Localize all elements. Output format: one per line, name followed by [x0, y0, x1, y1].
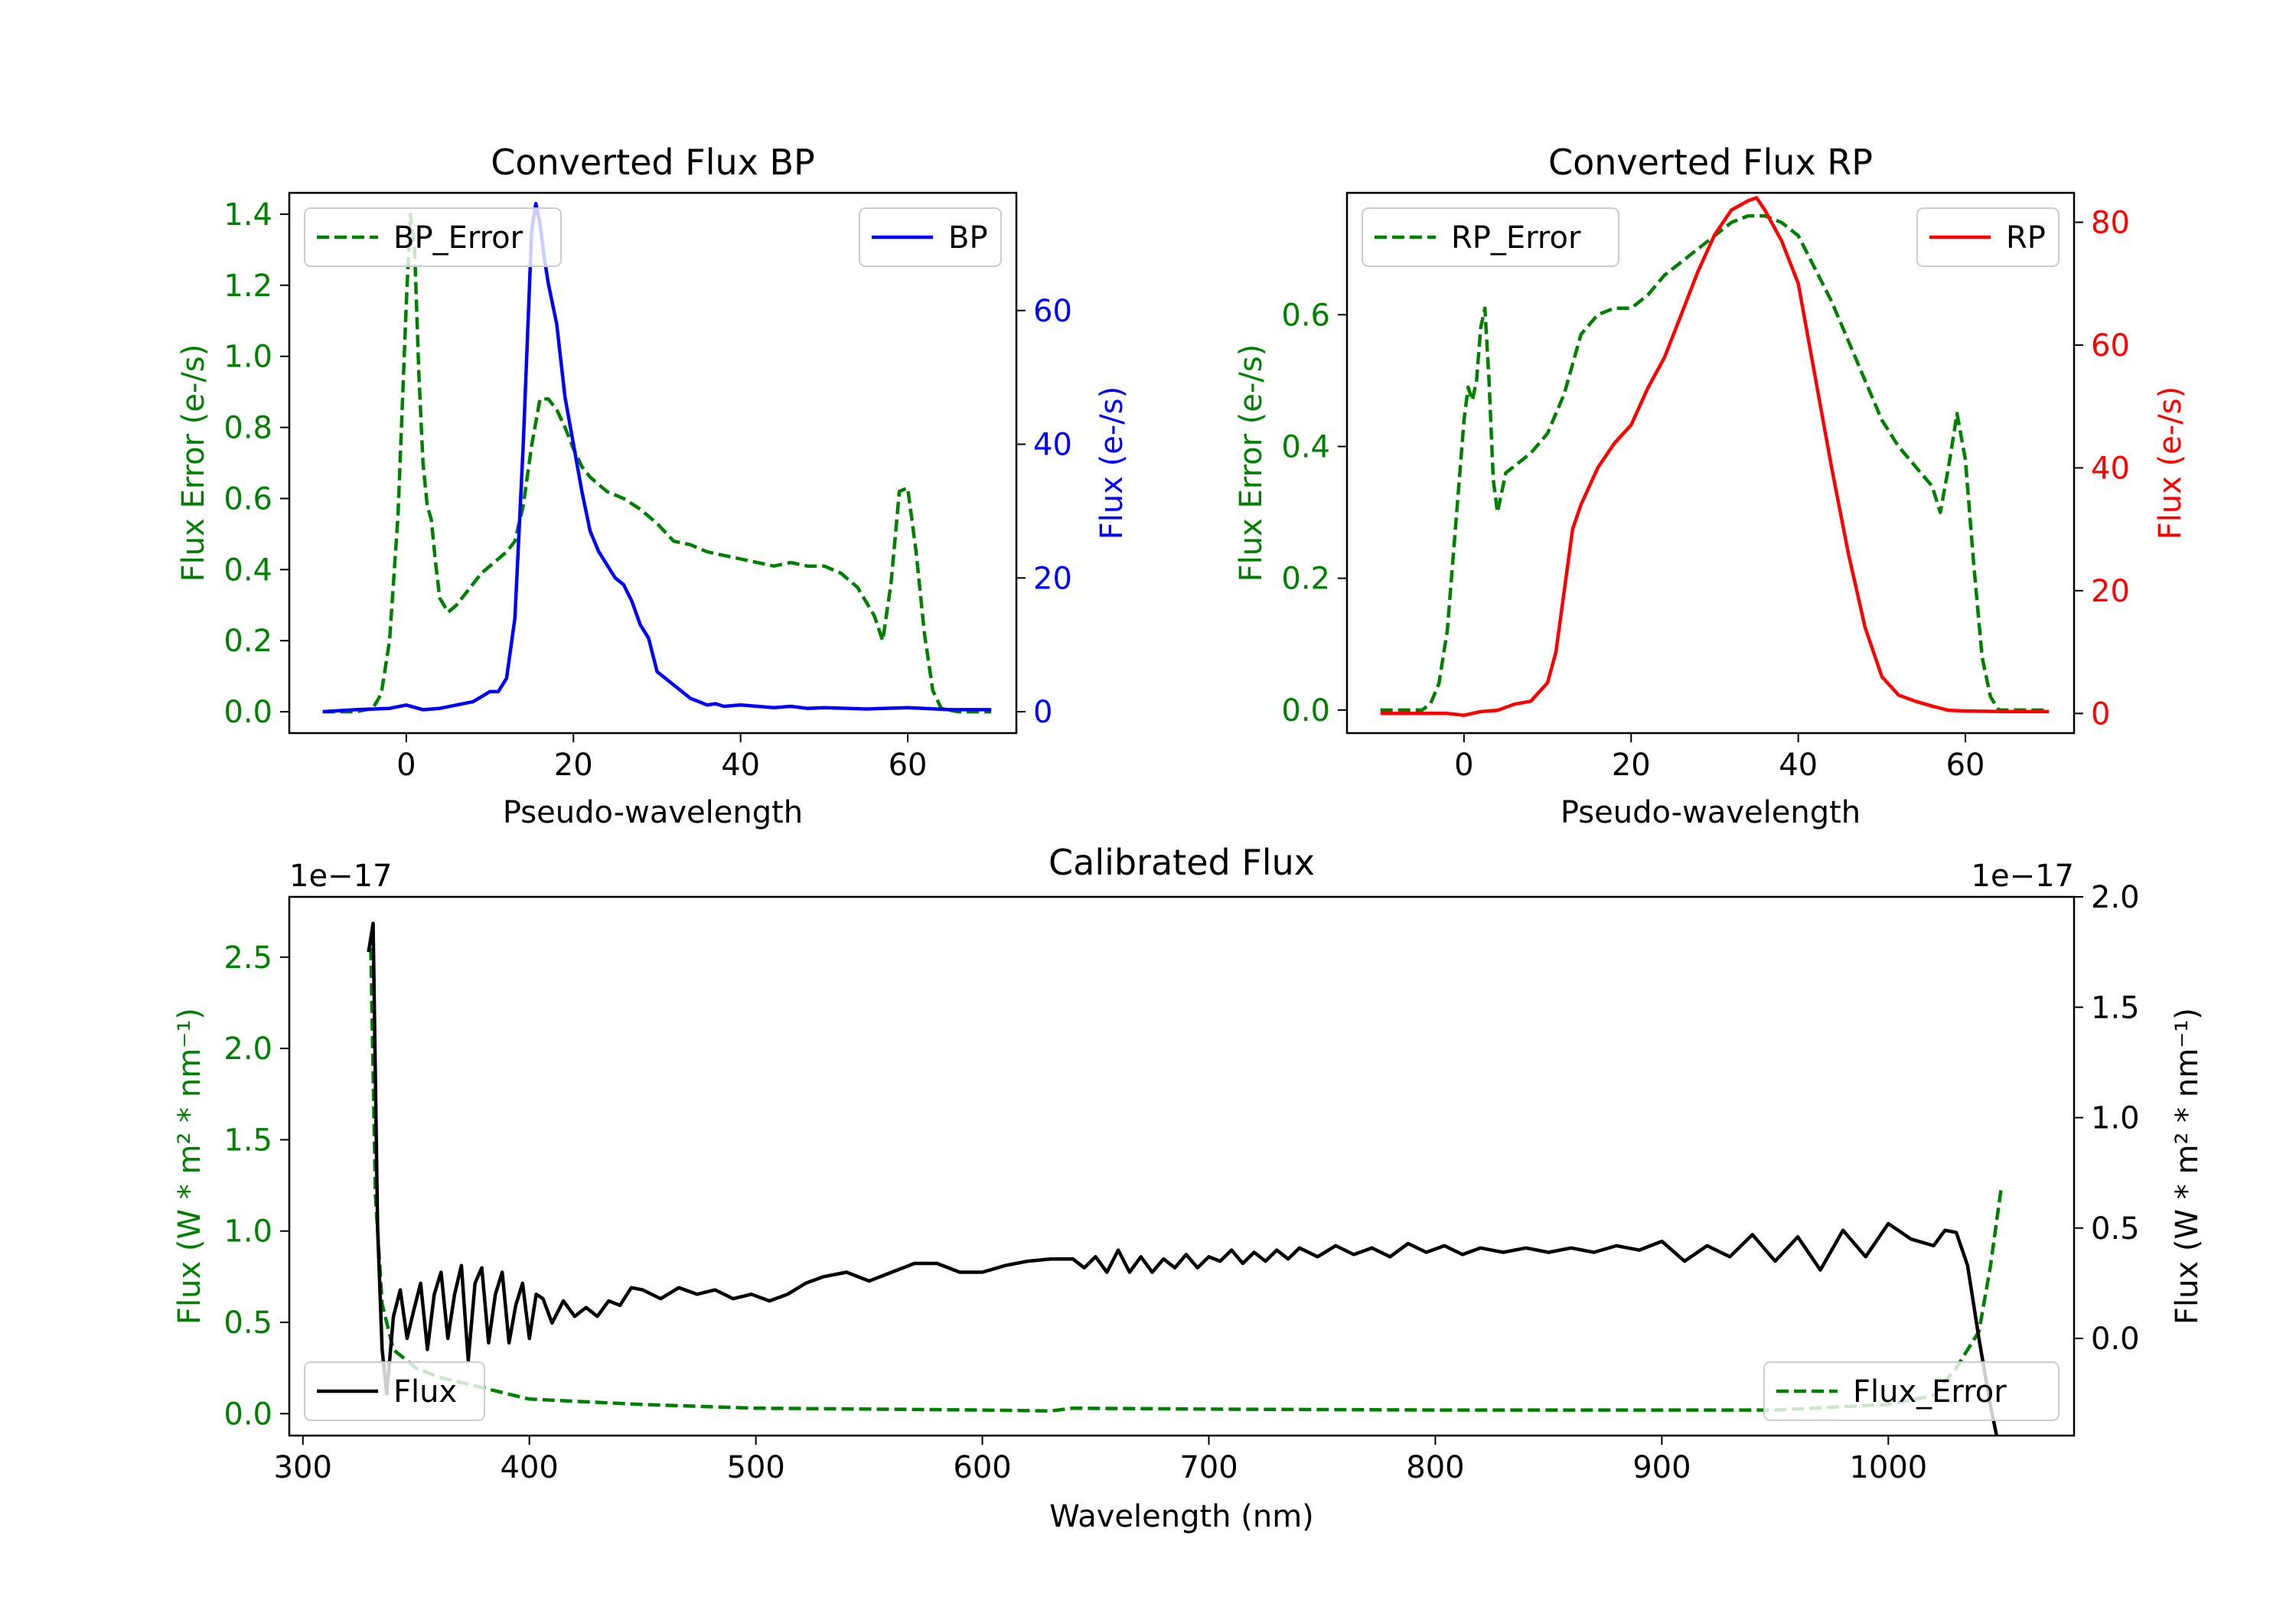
rp-ytick-left-label: 0.4	[1281, 429, 1330, 464]
rp-xtick-label: 20	[1612, 748, 1651, 783]
bp-ytick-right-label: 0	[1033, 695, 1052, 730]
rp-ylabel-left: Flux Error (e-/s)	[1234, 344, 1269, 582]
rp-xlabel: Pseudo-wavelength	[1561, 795, 1861, 830]
rp-ytick-left-label: 0.6	[1281, 298, 1330, 333]
rp-ytick-right-label: 60	[2091, 328, 2130, 363]
rp-ylabel-right: Flux (e-/s)	[2153, 386, 2188, 539]
rp-ytick-right-label: 80	[2091, 206, 2130, 241]
cal-xlabel: Wavelength (nm)	[1049, 1499, 1314, 1534]
cal-ytick-left-label: 1.5	[223, 1123, 272, 1158]
rp-title: Converted Flux RP	[1548, 142, 1873, 183]
rp-ytick-right-label: 0	[2091, 696, 2110, 732]
bp-ytick-left-label: 0.4	[223, 553, 272, 588]
cal-title: Calibrated Flux	[1049, 842, 1315, 883]
bp-legend-label: BP_Error	[393, 220, 523, 256]
cal-xtick-label: 800	[1406, 1450, 1464, 1485]
rp-legend-box	[1362, 207, 1619, 267]
cal-series-flux	[367, 921, 1999, 1436]
rp-ytick-right-label: 40	[2091, 451, 2130, 486]
cal-xtick-label: 500	[726, 1450, 784, 1485]
bp-xlabel: Pseudo-wavelength	[503, 795, 803, 830]
rp-legend-label: RP	[2006, 220, 2046, 256]
bp-legend-box	[304, 207, 562, 267]
rp-series-rp	[1380, 196, 2050, 717]
rp-xtick-label: 0	[1454, 748, 1473, 783]
bp-ytick-right-label: 20	[1033, 561, 1072, 596]
cal-axes-frame	[288, 895, 2076, 1437]
cal-legend-box	[1763, 1361, 2060, 1421]
rp-xtick-label: 40	[1779, 748, 1818, 783]
cal-ytick-right-label: 0.5	[2091, 1211, 2140, 1247]
cal-ytick-right-label: 1.0	[2091, 1101, 2140, 1136]
bp-ytick-left-label: 1.0	[223, 340, 272, 375]
cal-legend-label: Flux	[393, 1374, 457, 1410]
bp-axes-frame	[288, 191, 1018, 735]
bp-ytick-right-label: 40	[1033, 428, 1072, 463]
cal-xtick-label: 300	[274, 1450, 332, 1485]
bp-xtick-label: 40	[721, 748, 760, 783]
rp-series-rp-error	[1380, 214, 2050, 712]
bp-series-bp	[322, 201, 992, 714]
cal-ytick-left-label: 0.5	[223, 1305, 272, 1341]
bp-xtick-label: 20	[554, 748, 593, 783]
cal-xtick-label: 1000	[1849, 1450, 1927, 1485]
cal-ytick-left-label: 2.0	[223, 1032, 272, 1067]
bp-ytick-left-label: 1.2	[223, 269, 272, 304]
cal-ytick-left-label: 2.5	[223, 940, 272, 976]
bp-xtick-label: 60	[889, 748, 928, 783]
bp-title: Converted Flux BP	[491, 142, 815, 183]
bp-ylabel-right: Flux (e-/s)	[1094, 386, 1130, 539]
cal-xtick-label: 700	[1179, 1450, 1238, 1485]
cal-xtick-label: 900	[1632, 1450, 1691, 1485]
cal-offset-right: 1e−17	[1971, 859, 2074, 894]
rp-ytick-left-label: 0.2	[1281, 562, 1330, 597]
bp-xtick-label: 0	[396, 748, 416, 783]
cal-ytick-right-label: 1.5	[2091, 990, 2140, 1025]
cal-legend-box	[304, 1361, 485, 1421]
rp-legend-label: RP_Error	[1451, 220, 1581, 256]
cal-offset-left: 1e−17	[289, 859, 392, 894]
cal-ylabel-right: Flux (W * m² * nm⁻¹)	[2170, 1008, 2205, 1325]
cal-ytick-right-label: 2.0	[2091, 880, 2140, 915]
cal-ytick-left-label: 0.0	[223, 1397, 272, 1432]
bp-ytick-left-label: 0.0	[223, 695, 272, 730]
rp-axes-frame	[1345, 191, 2076, 735]
bp-ylabel-left: Flux Error (e-/s)	[176, 344, 211, 582]
cal-xtick-label: 600	[953, 1450, 1011, 1485]
cal-series-flux-error	[369, 947, 2004, 1413]
cal-ytick-right-label: 0.0	[2091, 1322, 2140, 1357]
bp-legend-label: BP	[948, 220, 988, 256]
bp-series-bp-error	[322, 212, 992, 714]
cal-ylabel-left: Flux (W * m² * nm⁻¹)	[172, 1008, 207, 1325]
cal-legend-label: Flux_Error	[1853, 1374, 2007, 1410]
rp-ytick-left-label: 0.0	[1281, 693, 1330, 729]
rp-ytick-right-label: 20	[2091, 574, 2130, 609]
bp-ytick-left-label: 0.2	[223, 624, 272, 659]
bp-ytick-left-label: 0.8	[223, 411, 272, 446]
cal-xtick-label: 400	[501, 1450, 559, 1485]
bp-ytick-right-label: 60	[1033, 294, 1072, 329]
bp-ytick-left-label: 1.4	[223, 197, 272, 233]
rp-xtick-label: 60	[1946, 748, 1985, 783]
cal-ytick-left-label: 1.0	[223, 1214, 272, 1250]
bp-ytick-left-label: 0.6	[223, 481, 272, 517]
